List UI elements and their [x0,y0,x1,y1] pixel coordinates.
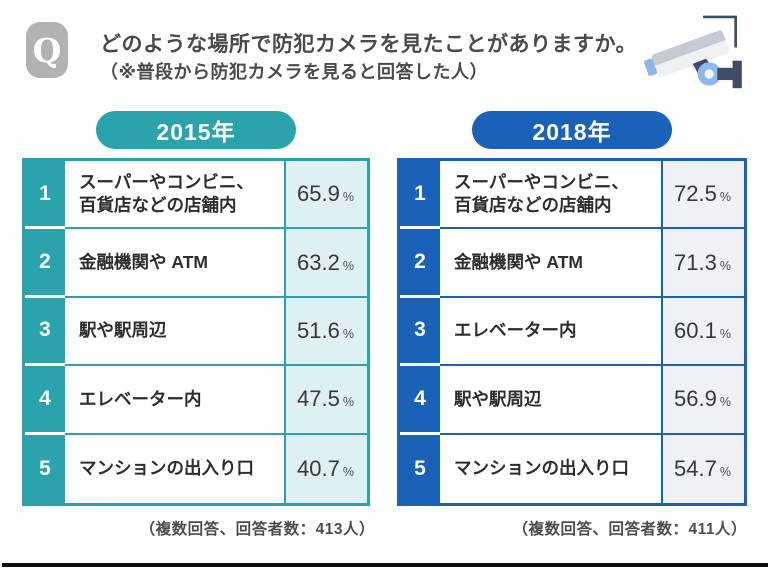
table-row: 1 スーパーやコンビニ、 百貨店などの店舗内 65.9% [25,161,367,230]
percent-sign: % [342,464,354,479]
question-badge: Q [26,22,68,78]
value-cell: 56.9% [661,366,744,435]
percent-value: 51.6 [297,317,340,343]
percent-value: 71.3 [674,249,717,275]
table-row: 2 金融機関や ATM 71.3% [400,229,744,298]
percent-value: 54.7 [674,455,717,481]
percent-value: 72.5 [674,181,717,207]
table-row: 5 マンションの出入り口 54.7% [400,434,744,503]
place-cell: マンションの出入り口 [65,434,284,503]
place-cell: スーパーやコンビニ、 百貨店などの店舗内 [440,161,661,230]
place-cell: 金融機関や ATM [440,229,661,298]
rank-cell: 1 [400,161,440,230]
value-cell: 40.7% [284,434,367,503]
rank-cell: 1 [25,161,65,230]
value-cell: 63.2% [284,229,367,298]
value-cell: 51.6% [284,297,367,367]
rank-cell: 2 [400,229,440,298]
place-cell: スーパーやコンビニ、 百貨店などの店舗内 [65,161,284,230]
security-camera-icon [644,15,742,89]
percent-value: 65.9 [297,181,340,207]
value-cell: 54.7% [661,434,744,503]
table-row: 4 エレベーター内 47.5% [25,366,367,435]
place-cell: 駅や駅周辺 [65,297,284,367]
question-text-line1: どのような場所で防犯カメラを見たことがありますか。 [100,33,638,56]
table-row: 5 マンションの出入り口 40.7% [25,434,367,503]
year-pill-2015: 2015年 [96,111,296,149]
place-cell: マンションの出入り口 [440,434,661,503]
value-cell: 72.5% [661,161,744,230]
ranking-table-2018: 1 スーパーやコンビニ、 百貨店などの店舗内 72.5% 2 金融機関や ATM… [397,158,747,506]
percent-sign: % [342,326,354,341]
question-text-line2: （※普段から防犯カメラを見ると回答した人） [100,62,488,82]
table-row: 3 駅や駅周辺 51.6% [25,297,367,367]
percent-value: 47.5 [297,386,340,412]
place-cell: エレベーター内 [440,297,661,367]
rank-cell: 4 [400,366,440,435]
percent-value: 63.2 [297,249,340,275]
value-cell: 47.5% [284,366,367,435]
percent-sign: % [719,258,731,273]
percent-sign: % [719,464,731,479]
footnote-2015: （複数回答、回答者数：413人） [139,521,375,538]
table-row: 1 スーパーやコンビニ、 百貨店などの店舗内 72.5% [400,161,744,230]
percent-value: 60.1 [674,317,717,343]
rank-cell: 3 [400,297,440,367]
rank-cell: 5 [400,434,440,503]
table-row: 4 駅や駅周辺 56.9% [400,366,744,435]
value-cell: 71.3% [661,229,744,298]
rank-cell: 4 [25,366,65,435]
place-cell: 金融機関や ATM [65,229,284,298]
value-cell: 60.1% [661,297,744,367]
place-cell: エレベーター内 [65,366,284,435]
rank-cell: 5 [25,434,65,503]
rank-cell: 2 [25,229,65,298]
footnote-2018: （複数回答、回答者数：411人） [512,521,747,538]
rank-cell: 3 [25,297,65,367]
percent-sign: % [719,395,731,410]
percent-sign: % [719,190,731,205]
percent-value: 40.7 [297,455,340,481]
bottom-divider [2,563,768,567]
percent-sign: % [342,190,354,205]
ranking-table-2015: 1 スーパーやコンビニ、 百貨店などの店舗内 65.9% 2 金融機関や ATM… [22,158,370,506]
value-cell: 65.9% [284,161,367,230]
table-row: 2 金融機関や ATM 63.2% [25,229,367,298]
percent-sign: % [342,395,354,410]
table-row: 3 エレベーター内 60.1% [400,297,744,367]
place-cell: 駅や駅周辺 [440,366,661,435]
percent-sign: % [342,258,354,273]
percent-sign: % [719,326,731,341]
percent-value: 56.9 [674,386,717,412]
year-pill-2018: 2018年 [472,111,672,149]
